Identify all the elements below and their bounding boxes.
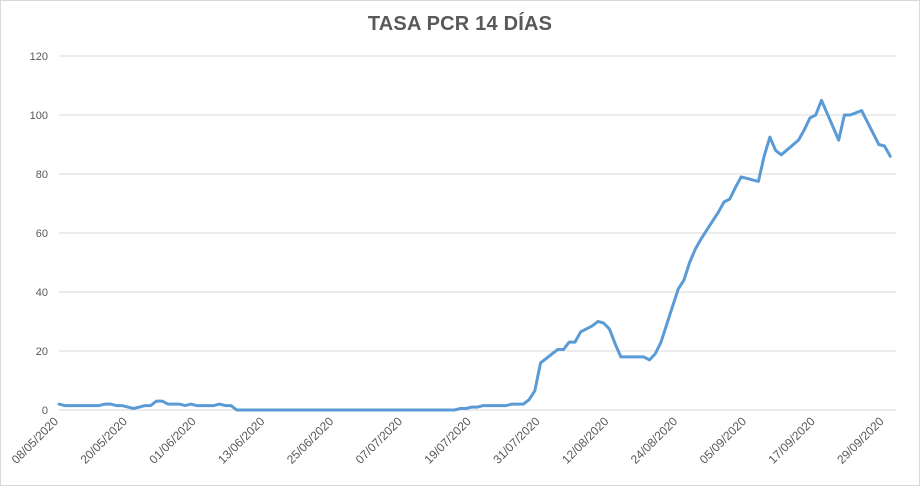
series-line — [57, 98, 892, 412]
series-layer — [57, 98, 892, 412]
x-tick-label: 29/09/2020 — [834, 414, 887, 467]
gridlines — [59, 55, 896, 411]
x-tick-label: 07/07/2020 — [353, 414, 406, 467]
x-tick-label: 08/05/2020 — [9, 414, 62, 467]
x-tick-label: 05/09/2020 — [697, 414, 750, 467]
x-tick-label: 17/09/2020 — [765, 414, 818, 467]
y-tick-label: 80 — [36, 169, 48, 181]
x-tick-label: 12/08/2020 — [559, 414, 612, 467]
y-tick-label: 20 — [36, 346, 48, 358]
x-tick-label: 13/06/2020 — [215, 414, 268, 467]
y-tick-label: 120 — [30, 51, 48, 63]
y-tick-label: 0 — [42, 405, 48, 417]
y-axis: 0 20 40 60 80 100 120 — [30, 51, 48, 417]
x-axis: 08/05/2020 20/05/2020 01/06/2020 13/06/2020… — [9, 414, 887, 467]
x-tick-label: 24/08/2020 — [628, 414, 681, 467]
x-tick-label: 20/05/2020 — [78, 414, 131, 467]
x-tick-label: 19/07/2020 — [422, 414, 475, 467]
x-tick-label: 31/07/2020 — [490, 414, 543, 467]
x-tick-label: 25/06/2020 — [284, 414, 337, 467]
y-tick-label: 40 — [36, 287, 48, 299]
chart-title: TASA PCR 14 DÍAS — [367, 13, 553, 35]
x-tick-label: 01/06/2020 — [146, 414, 199, 467]
y-tick-label: 60 — [36, 228, 48, 240]
y-tick-label: 100 — [30, 110, 48, 122]
